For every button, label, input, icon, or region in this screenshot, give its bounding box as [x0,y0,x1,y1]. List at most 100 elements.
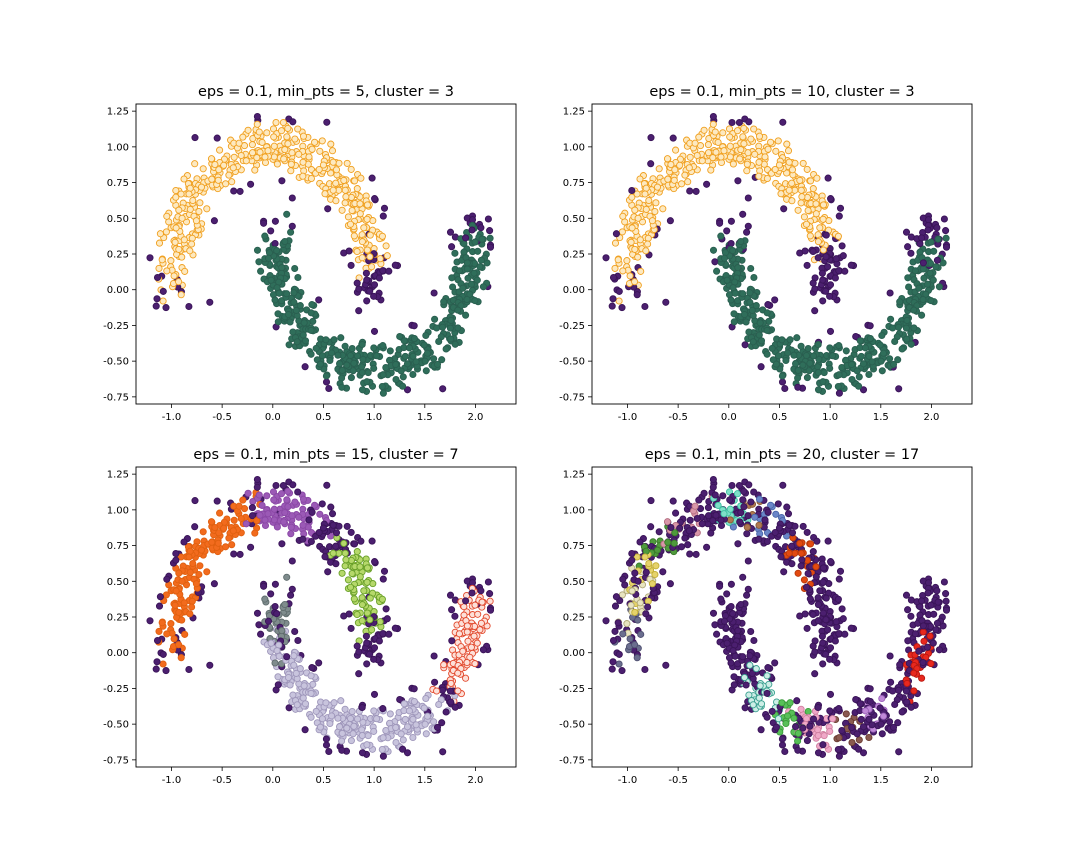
point-noise [736,518,744,526]
point-noise [438,719,446,727]
point-purple [299,521,307,529]
point-noise [836,204,845,212]
point-upper-moon [191,160,199,168]
point-upper-moon [695,133,703,141]
point-lower-moon [907,340,915,348]
point-c12 [820,732,828,740]
point-noise [451,703,459,711]
point-upper-moon [229,164,237,172]
point-noise [711,621,719,629]
x-tick-label: 2.0 [924,412,940,423]
point-noise [745,118,753,126]
y-tick-label: 1.00 [107,142,129,153]
point-noise [257,630,265,638]
point-lower-moon [910,306,918,314]
point-lower-moon [477,256,485,264]
point-lower-moon [409,352,417,360]
point-lower-moon [422,367,430,375]
point-noise [343,522,351,530]
point-c7 [743,523,751,531]
point-upper-moon [277,127,286,135]
point-noise [814,601,822,609]
point-noise [324,205,332,213]
point-lavender [316,723,324,731]
point-upper-moon [350,232,358,240]
point-lower-moon [784,349,792,357]
x-tick-label: 1.5 [417,412,433,423]
y-tick-label: 0.00 [107,285,129,296]
point-noise [757,363,765,371]
point-c11 [784,712,792,720]
point-noise [644,603,652,611]
y-tick-label: 1.00 [107,505,129,516]
point-upper-moon [631,278,639,286]
point-lower-moon [746,289,754,297]
point-noise [438,686,447,694]
point-lavender [296,665,304,673]
point-lavender [326,719,334,728]
point-orange [181,630,189,638]
point-lower-moon [896,298,904,306]
point-lime [366,616,374,624]
point-lower-moon [290,298,298,306]
point-noise [362,269,370,277]
point-lavender [409,733,417,742]
point-lower-moon [347,374,355,382]
x-tick-label: -0.5 [668,412,688,423]
point-noise [410,685,418,693]
point-c8 [751,513,759,521]
point-lime [340,539,348,547]
point-noise [852,695,860,704]
point-upper-moon [348,206,356,215]
point-noise [826,707,834,715]
point-noise [819,564,828,572]
point-c2 [628,587,636,595]
point-noise [755,535,763,543]
point-noise [255,621,263,629]
point-upper-moon [185,190,193,198]
point-c10 [774,715,782,723]
point-upper-moon [220,161,228,169]
point-noise [819,660,827,668]
point-lime [338,569,346,577]
point-noise [403,749,412,757]
point-upper-moon [633,190,641,198]
point-noise [709,609,718,617]
point-upper-moon [270,133,278,141]
point-noise [707,529,715,537]
point-lavender [420,704,428,712]
point-lower-moon [911,267,919,275]
point-purple [287,523,295,531]
point-lower-moon [278,264,286,272]
point-lower-moon [440,298,448,306]
point-noise [430,289,438,297]
point-noise [345,247,353,255]
point-noise [152,665,160,673]
point-lower-moon [300,319,308,327]
point-noise [318,500,326,508]
point-noise [210,217,218,225]
point-purple [270,516,278,524]
point-noise [609,658,617,666]
point-noise [784,510,793,518]
point-noise [819,609,827,617]
point-upper-moon [777,190,785,198]
point-lower-moon [349,367,357,375]
point-lavender [349,730,357,738]
point-noise [857,715,865,723]
y-tick-label: 0.25 [107,613,129,624]
point-upper-moon [806,232,814,240]
point-upper-moon [270,142,278,150]
point-noise [271,239,279,248]
point-c2 [636,599,644,607]
point-noise [152,302,160,310]
point-orange [197,546,206,554]
point-noise [345,610,353,618]
y-tick-label: -0.25 [103,684,129,695]
point-upper-moon [351,177,359,185]
point-noise [728,481,736,490]
point-orange [228,541,236,549]
point-noise [486,243,495,251]
point-lavender [430,718,438,726]
point-noise [446,228,455,236]
